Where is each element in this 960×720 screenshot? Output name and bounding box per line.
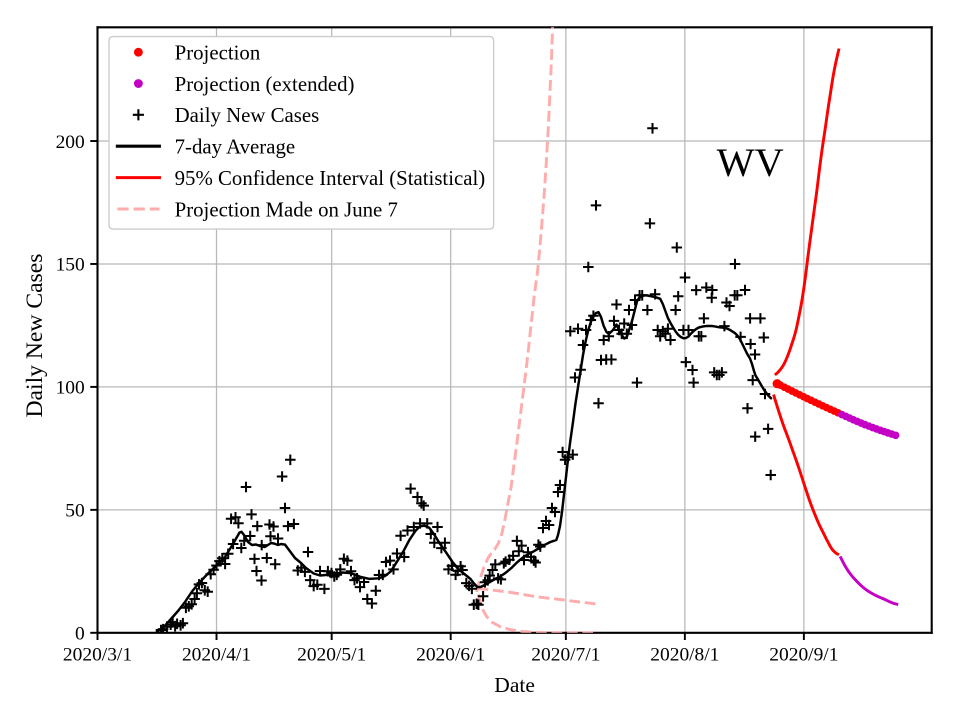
svg-text:2020/9/1: 2020/9/1 (769, 644, 838, 665)
svg-text:0: 0 (75, 624, 85, 645)
svg-text:WV: WV (717, 140, 784, 185)
svg-text:2020/3/1: 2020/3/1 (63, 644, 132, 665)
svg-text:Daily New Cases: Daily New Cases (22, 254, 48, 418)
svg-text:150: 150 (56, 255, 85, 276)
svg-text:100: 100 (56, 378, 85, 399)
svg-text:200: 200 (56, 132, 85, 153)
svg-text:2020/8/1: 2020/8/1 (650, 644, 719, 665)
svg-text:Daily New Cases: Daily New Cases (175, 103, 320, 127)
svg-text:95% Confidence Interval (Stati: 95% Confidence Interval (Statistical) (175, 166, 486, 190)
svg-text:2020/4/1: 2020/4/1 (182, 644, 251, 665)
svg-text:Projection: Projection (175, 40, 261, 64)
svg-text:2020/7/1: 2020/7/1 (531, 644, 600, 665)
svg-text:Projection (extended): Projection (extended) (175, 72, 355, 96)
svg-text:Projection Made on June 7: Projection Made on June 7 (175, 197, 398, 221)
svg-text:2020/6/1: 2020/6/1 (416, 644, 485, 665)
svg-text:2020/5/1: 2020/5/1 (297, 644, 366, 665)
svg-text:50: 50 (65, 501, 84, 522)
svg-text:7-day Average: 7-day Average (175, 134, 295, 158)
svg-text:Date: Date (494, 673, 535, 697)
